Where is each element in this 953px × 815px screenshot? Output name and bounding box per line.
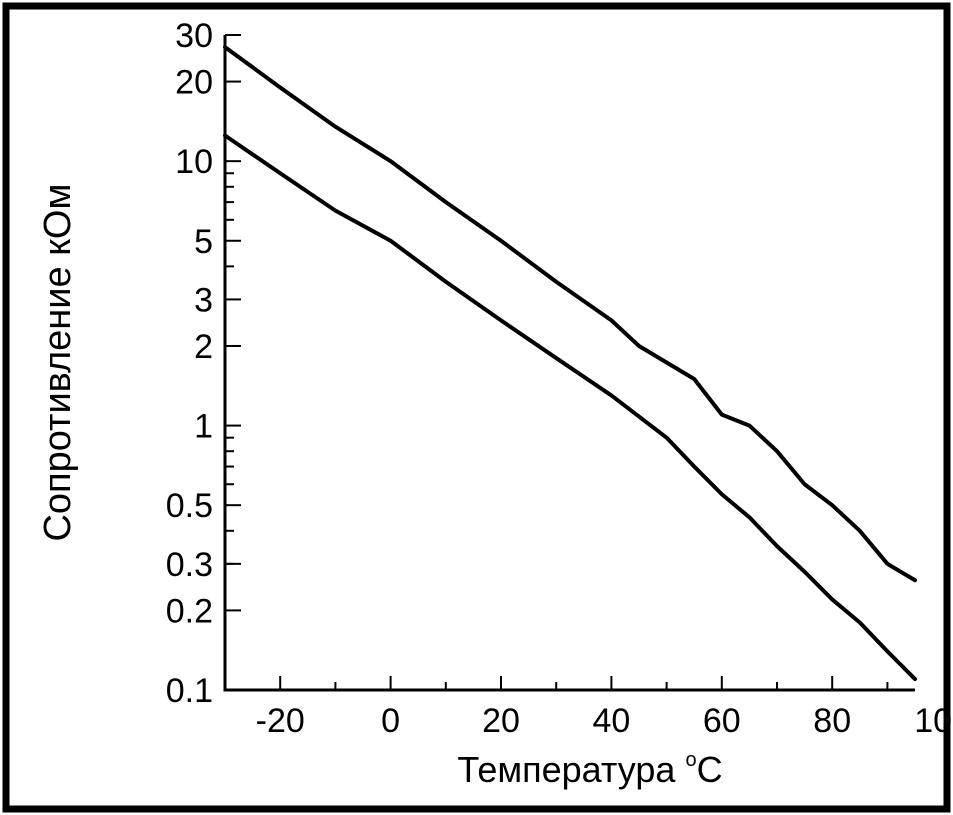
x-axis-tick-labels: -20 0 20 40 60 80 100 [256, 702, 953, 740]
x-axis-label: Температура oC [457, 749, 722, 790]
y-axis-ticks [225, 35, 241, 690]
y-tick-label: 1 [194, 408, 213, 446]
y-tick-label: 2 [194, 328, 213, 366]
y-tick-label: 20 [175, 64, 213, 102]
x-tick-label: 40 [592, 702, 630, 740]
y-axis-label: Сопротивление кОм [37, 183, 79, 541]
y-tick-label: 10 [175, 143, 213, 181]
x-tick-label: -20 [256, 702, 305, 740]
series-lower [225, 136, 915, 680]
x-tick-label: 60 [703, 702, 741, 740]
resistance-vs-temperature-chart: -20 0 20 40 60 80 100 0.1 0.2 0.3 0.5 1 2 3 5 10 20 30 Т… [0, 0, 953, 815]
series-upper [225, 47, 915, 580]
plot-axes [225, 35, 915, 690]
x-tick-label: 100 [914, 702, 953, 740]
y-tick-label: 0.3 [166, 546, 213, 584]
x-tick-label: 80 [813, 702, 851, 740]
y-tick-label: 0.1 [166, 672, 213, 710]
y-tick-label: 30 [175, 17, 213, 55]
y-tick-label: 0.2 [166, 592, 213, 630]
y-axis-tick-labels: 0.1 0.2 0.3 0.5 1 2 3 5 10 20 30 [166, 17, 213, 710]
y-tick-label: 0.5 [166, 487, 213, 525]
x-tick-label: 20 [482, 702, 520, 740]
data-series [225, 47, 915, 679]
y-tick-label: 3 [194, 281, 213, 319]
x-tick-label: 0 [381, 702, 400, 740]
y-tick-label: 5 [194, 223, 213, 261]
